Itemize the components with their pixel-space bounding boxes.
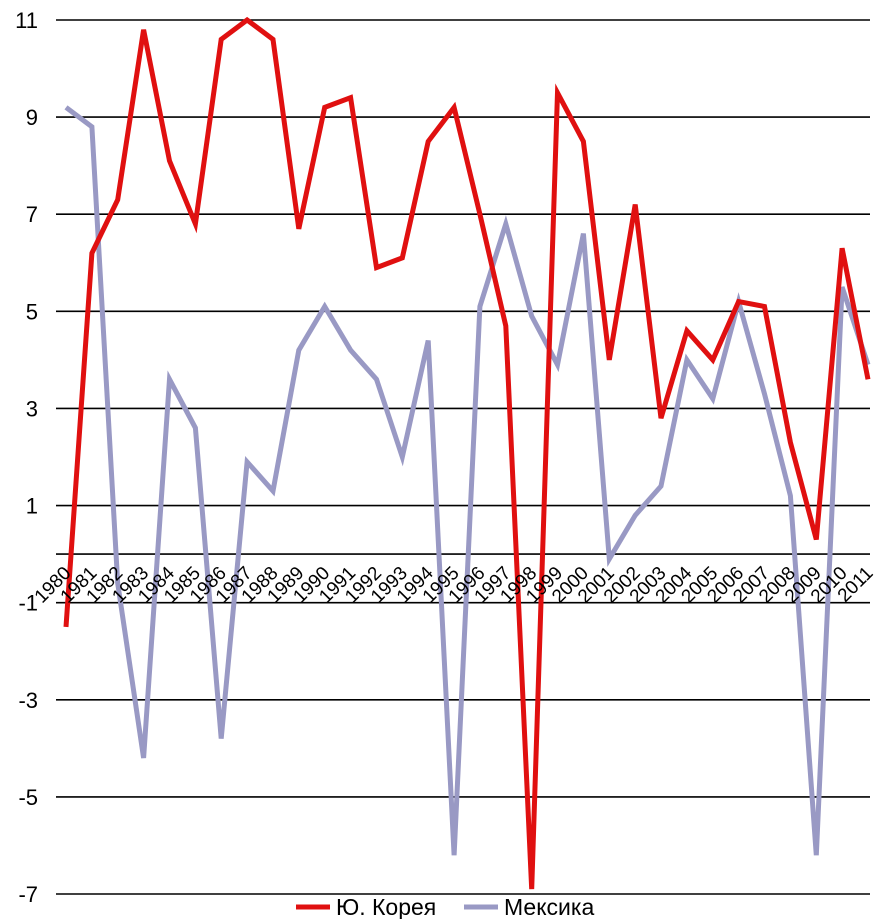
y-tick-label: -5 bbox=[18, 785, 38, 810]
series-lines bbox=[63, 16, 871, 890]
y-tick-label: 3 bbox=[26, 396, 38, 421]
y-tick-label: 5 bbox=[26, 299, 38, 324]
y-tick-label: 7 bbox=[26, 202, 38, 227]
y-axis-tick-labels: -7 -5 -3 -1 1 3 5 7 9 11 bbox=[15, 8, 38, 907]
y-tick-label: 11 bbox=[15, 8, 38, 33]
y-tick-label: -1 bbox=[18, 591, 38, 616]
y-tick-label: 1 bbox=[26, 494, 38, 519]
y-tick-label: -3 bbox=[18, 688, 38, 713]
y-tick-label: 9 bbox=[26, 105, 38, 130]
y-tick-label: -7 bbox=[18, 882, 38, 907]
series-line-korea bbox=[63, 16, 871, 890]
legend-item-korea-label: Ю. Корея bbox=[336, 894, 436, 919]
x-axis-tick-labels: 1980198119821983198419851986198719881989… bbox=[31, 563, 876, 608]
series-line-mexico bbox=[64, 105, 871, 856]
grid-lines bbox=[56, 19, 870, 895]
legend: Ю. Корея Мексика bbox=[296, 894, 594, 919]
legend-item-mexico-label: Мексика bbox=[504, 894, 594, 919]
